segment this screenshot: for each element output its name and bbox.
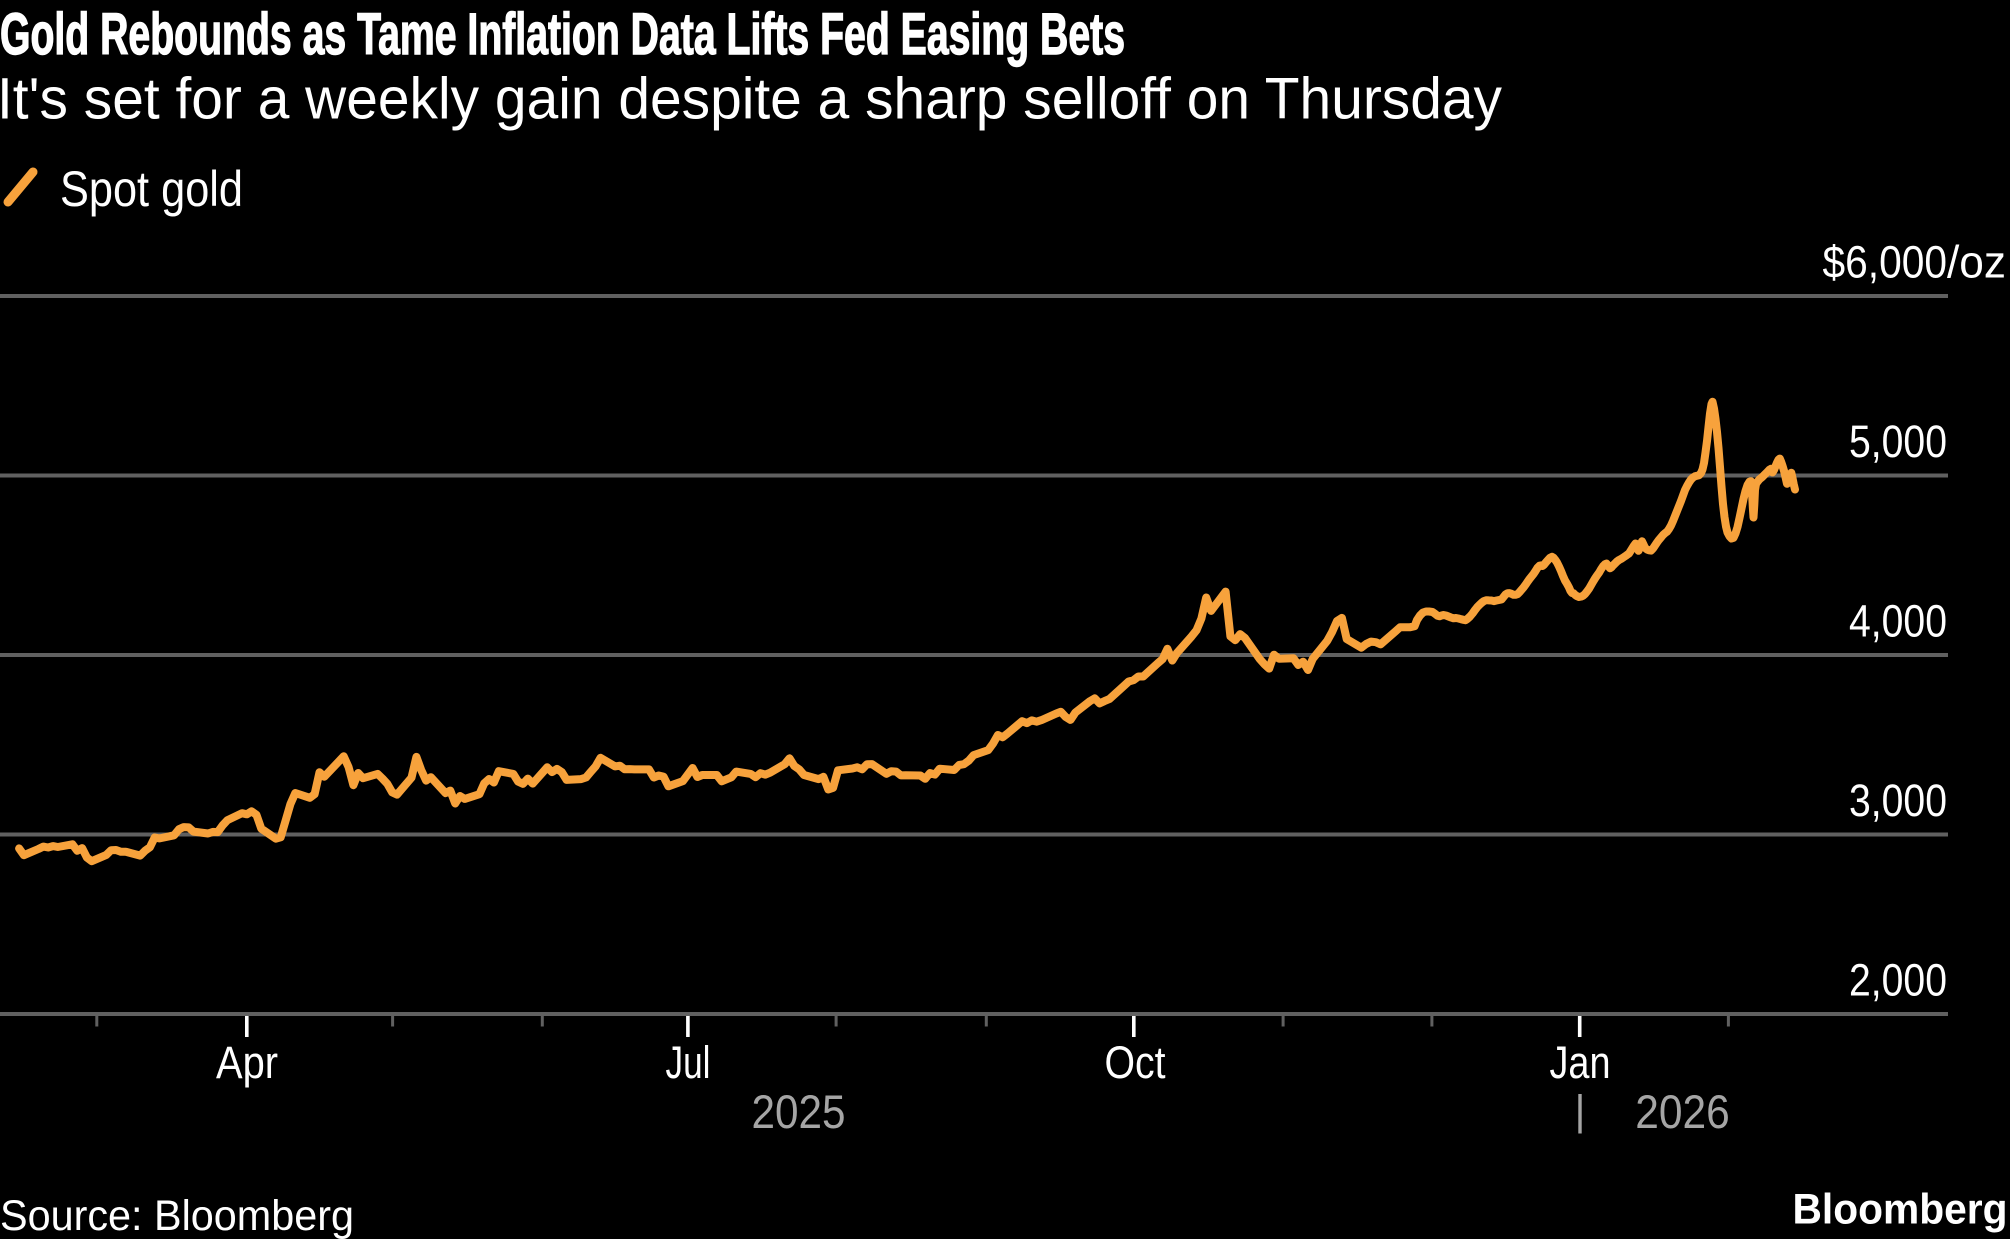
- svg-text:4,000: 4,000: [1849, 596, 1947, 647]
- svg-text:Bloomberg: Bloomberg: [1793, 1187, 2008, 1234]
- svg-text:$6,000: $6,000: [1823, 237, 1948, 288]
- svg-text:Jan: Jan: [1550, 1037, 1611, 1088]
- svg-text:Gold Rebounds as Tame Inflatio: Gold Rebounds as Tame Inflation Data Lif…: [0, 2, 1125, 67]
- svg-text:Oct: Oct: [1105, 1037, 1166, 1088]
- svg-text:2026: 2026: [1635, 1086, 1730, 1139]
- svg-text:/oz: /oz: [1947, 237, 2006, 288]
- svg-text:It's set for a weekly gain des: It's set for a weekly gain despite a sha…: [0, 67, 1502, 132]
- svg-text:Source: Bloomberg: Source: Bloomberg: [0, 1192, 354, 1239]
- svg-text:5,000: 5,000: [1849, 416, 1947, 467]
- svg-text:2025: 2025: [752, 1086, 846, 1139]
- svg-text:Jul: Jul: [666, 1037, 711, 1088]
- svg-text:3,000: 3,000: [1849, 775, 1947, 826]
- svg-text:Spot gold: Spot gold: [60, 161, 243, 217]
- svg-text:Apr: Apr: [216, 1037, 278, 1088]
- svg-text:2,000: 2,000: [1849, 955, 1947, 1006]
